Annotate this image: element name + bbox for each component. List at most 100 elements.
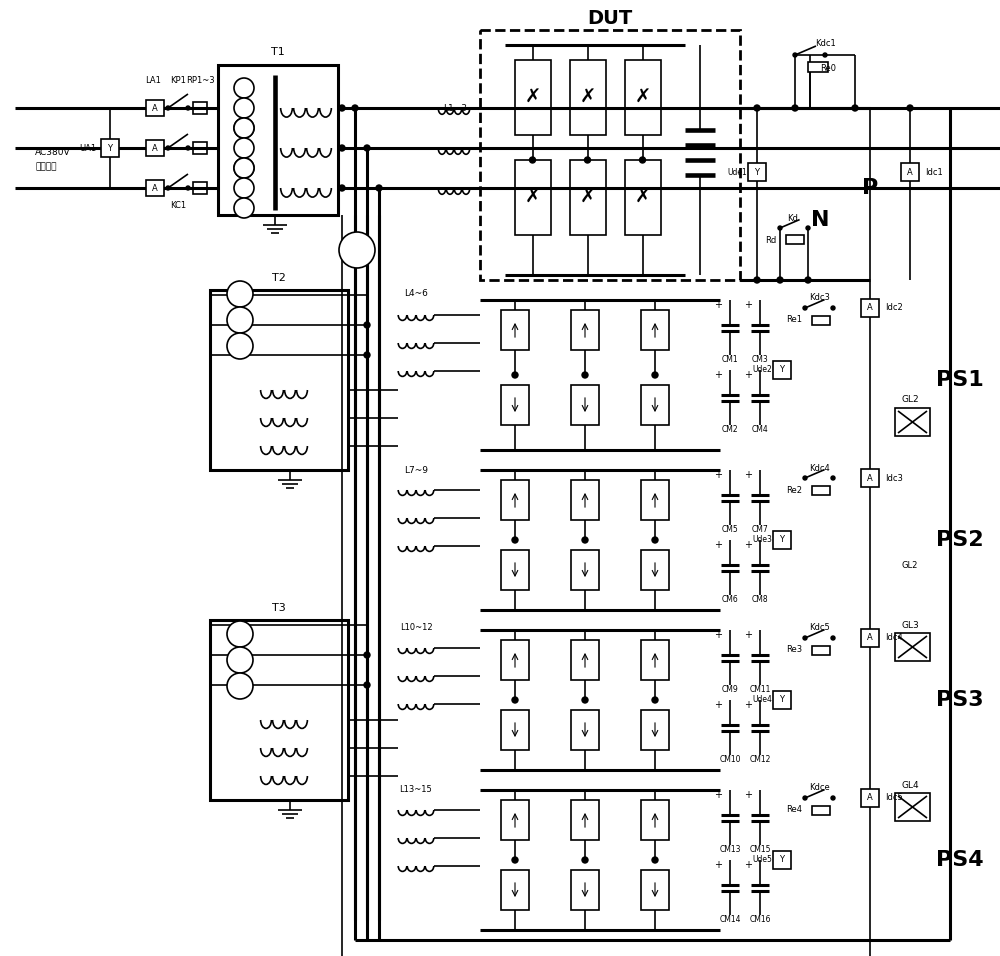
Text: T1: T1 [271,47,285,57]
Circle shape [234,178,254,198]
Circle shape [831,476,835,480]
Text: PS1: PS1 [936,370,984,390]
Bar [146,180,164,196]
Text: CM1: CM1 [722,356,738,364]
Bar [641,480,669,520]
Circle shape [792,105,798,111]
Circle shape [234,138,254,158]
Text: Ude3: Ude3 [752,535,772,545]
Circle shape [806,226,810,230]
Circle shape [652,857,658,863]
Text: A: A [152,184,158,192]
Circle shape [512,857,518,863]
Text: RP1~3: RP1~3 [186,76,214,84]
Text: CM16: CM16 [749,916,771,924]
Circle shape [831,796,835,800]
Circle shape [186,146,190,150]
Bar [641,870,669,910]
Text: ✗: ✗ [579,187,596,206]
Text: CM12: CM12 [749,755,771,765]
Bar [624,160,660,235]
Text: CM6: CM6 [722,596,738,604]
Text: +: + [744,860,752,870]
Text: CM13: CM13 [719,845,741,855]
Text: GL4: GL4 [901,780,919,790]
Circle shape [754,277,760,283]
Text: +: + [714,470,722,480]
Text: CM14: CM14 [719,916,741,924]
Circle shape [166,186,170,190]
Text: Kdc5: Kdc5 [810,623,830,633]
Circle shape [907,105,913,111]
Text: CM4: CM4 [752,425,768,434]
Circle shape [339,145,345,151]
Circle shape [227,333,253,359]
Circle shape [186,186,190,190]
Bar [641,710,669,750]
Text: GL2: GL2 [901,396,919,404]
Text: Re4: Re4 [786,806,802,815]
Bar [861,629,879,647]
Text: AC380V: AC380V [35,147,71,157]
Text: Re3: Re3 [786,645,802,655]
Bar [812,646,830,655]
Text: Idc3: Idc3 [885,473,903,483]
Circle shape [831,636,835,640]
Circle shape [584,157,590,163]
Text: Idc4: Idc4 [885,634,903,642]
Bar [861,469,879,487]
Text: PS4: PS4 [936,850,984,870]
Text: Idc5: Idc5 [885,793,903,802]
Bar [812,316,830,325]
Circle shape [364,682,370,688]
Text: ✗: ✗ [634,88,651,106]
Text: Re2: Re2 [786,486,802,494]
Text: +: + [714,860,722,870]
Bar [895,793,930,821]
Bar [571,480,599,520]
Text: +: + [744,540,752,550]
Bar [901,163,919,181]
Bar [748,163,766,181]
Text: L4~6: L4~6 [404,289,428,297]
Circle shape [640,157,646,163]
Text: Y: Y [108,143,112,153]
Text: A: A [867,793,873,802]
Bar [514,60,550,135]
Text: Ude1: Ude1 [727,167,747,177]
Bar [501,550,529,590]
Circle shape [234,118,254,138]
Text: CM2: CM2 [722,425,738,434]
Bar [218,65,338,215]
Circle shape [512,537,518,543]
Text: Y: Y [755,167,760,177]
Text: A: A [867,473,873,483]
Text: Ude4: Ude4 [752,696,772,705]
Bar [193,102,207,114]
Bar [808,62,828,72]
Bar [570,60,606,135]
Bar [210,290,348,470]
Text: ✗: ✗ [524,88,541,106]
Bar [571,800,599,840]
Bar [501,710,529,750]
Text: L10~12: L10~12 [400,623,432,633]
Bar [501,310,529,350]
Bar [773,531,791,549]
Circle shape [234,118,254,138]
Text: DUT: DUT [587,9,633,28]
Text: A: A [152,103,158,113]
Circle shape [652,537,658,543]
Circle shape [339,105,345,111]
Circle shape [227,673,253,699]
Bar [895,633,930,661]
Text: Kd: Kd [788,213,798,223]
Text: Y: Y [780,365,784,375]
Circle shape [227,281,253,307]
Text: Ude2: Ude2 [752,365,772,375]
Bar [571,550,599,590]
Bar [861,789,879,807]
Circle shape [582,857,588,863]
Bar [641,640,669,680]
Text: Ude5: Ude5 [752,856,772,864]
